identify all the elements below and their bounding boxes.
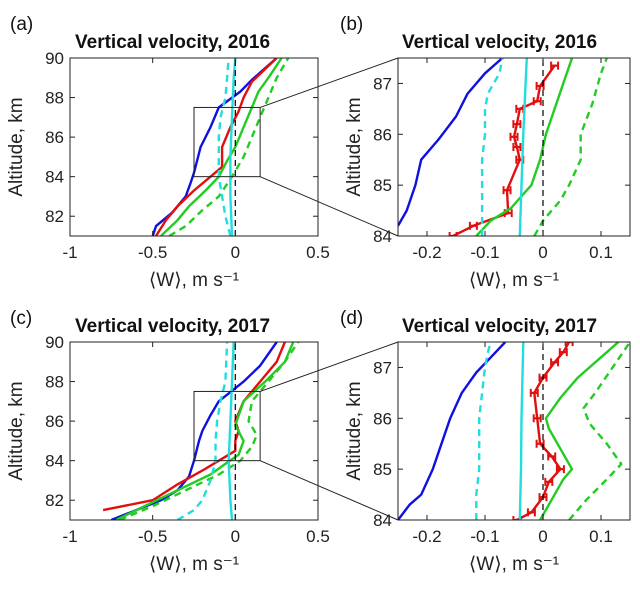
series-cyan-solid	[229, 58, 237, 236]
panel-label: (b)	[340, 14, 363, 35]
y-tick-label: 82	[45, 491, 64, 510]
y-tick-label: 86	[373, 125, 392, 144]
series-green-dashed	[119, 342, 300, 520]
series-green-dashed	[568, 342, 630, 520]
x-tick-label: 0.5	[306, 527, 330, 546]
y-tick-label: 82	[45, 207, 64, 226]
axes-frame	[397, 341, 631, 521]
series-green-solid	[115, 342, 295, 520]
x-tick-label: -0.1	[470, 527, 499, 546]
panel-label: (a)	[10, 14, 33, 35]
panel-title: Vertical velocity, 2016	[75, 32, 270, 53]
axes-frame	[397, 57, 631, 237]
y-tick-label: 90	[45, 333, 64, 352]
x-tick-label: -0.5	[138, 527, 167, 546]
y-tick-label: 85	[373, 176, 392, 195]
x-tick-label: 0.1	[589, 527, 613, 546]
panel-c: -1 -0.5 0 0.5 82 84 86 88 90 Vertical velocity, 2…	[6, 308, 330, 575]
y-axis-label: Altitude, km	[6, 97, 27, 196]
y-axis-label: Altitude, km	[344, 381, 365, 480]
y-tick-label: 88	[45, 373, 64, 392]
series-cyan-dashed	[480, 58, 504, 236]
panel-label: (c)	[10, 308, 32, 329]
x-tick-label: 0	[231, 527, 240, 546]
zoom-box	[193, 106, 261, 178]
x-tick-label: -0.2	[412, 243, 441, 262]
y-axis-label: Altitude, km	[6, 381, 27, 480]
y-tick-label: 85	[373, 460, 392, 479]
zoom-connector	[259, 176, 399, 237]
zoom-connector	[259, 341, 399, 392]
y-tick-label: 84	[45, 452, 64, 471]
y-tick-label: 86	[45, 128, 64, 147]
series-blue-solid	[398, 342, 507, 520]
zoom-connector	[259, 460, 399, 521]
x-tick-label: -0.2	[412, 527, 441, 546]
y-tick-label: 90	[45, 49, 64, 68]
panel-a: -1 -0.5 0 0.5 82 84 86 88 90 Vertical velocity, 2…	[6, 14, 330, 291]
x-tick-label: 0	[538, 243, 547, 262]
series-cyan-solid	[227, 342, 235, 520]
axes-frame	[69, 57, 319, 237]
zoom-box	[193, 390, 261, 462]
panel-title: Vertical velocity, 2017	[75, 316, 270, 337]
series-blue-solid	[398, 58, 504, 227]
series-green-dashed	[168, 58, 290, 236]
plot-area	[398, 342, 630, 520]
series-red-solid	[102, 342, 287, 512]
series-green-solid	[539, 342, 620, 520]
series-cyan-solid	[518, 58, 528, 236]
x-axis-label: ⟨W⟩, m s⁻¹	[469, 554, 559, 575]
series-cyan-solid	[518, 342, 525, 520]
x-tick-label: 0	[538, 527, 547, 546]
x-tick-label: -0.1	[470, 243, 499, 262]
zoom-connector	[259, 57, 399, 108]
series-cyan-dashed	[176, 342, 229, 520]
y-tick-label: 86	[45, 412, 64, 431]
x-tick-label: -0.5	[138, 243, 167, 262]
series-red-solid	[154, 58, 278, 236]
series-blue-solid	[110, 342, 278, 520]
x-tick-label: -1	[62, 527, 77, 546]
y-tick-label: 87	[373, 74, 392, 93]
y-tick-label: 84	[45, 168, 64, 187]
y-axis-label: Altitude, km	[344, 97, 365, 196]
x-tick-label: 0.5	[306, 243, 330, 262]
series-green-dashed	[533, 58, 608, 236]
x-axis-label: ⟨W⟩, m s⁻¹	[469, 270, 559, 291]
series-cyan-dashed	[475, 342, 492, 520]
series-red-solid	[452, 64, 556, 236]
axes-frame	[69, 341, 319, 521]
series-green-solid	[475, 58, 574, 236]
x-axis-label: ⟨W⟩, m s⁻¹	[149, 554, 239, 575]
panel-title: Vertical velocity, 2017	[402, 316, 597, 337]
panel-title: Vertical velocity, 2016	[402, 32, 597, 53]
x-tick-label: 0	[231, 243, 240, 262]
x-axis-label: ⟨W⟩, m s⁻¹	[149, 270, 239, 291]
panel-label: (d)	[340, 308, 363, 329]
y-tick-label: 88	[45, 89, 64, 108]
y-tick-label: 86	[373, 409, 392, 428]
x-tick-label: -1	[62, 243, 77, 262]
y-tick-label: 87	[373, 358, 392, 377]
x-tick-label: 0.1	[589, 243, 613, 262]
series-cyan-dashed	[217, 58, 232, 236]
